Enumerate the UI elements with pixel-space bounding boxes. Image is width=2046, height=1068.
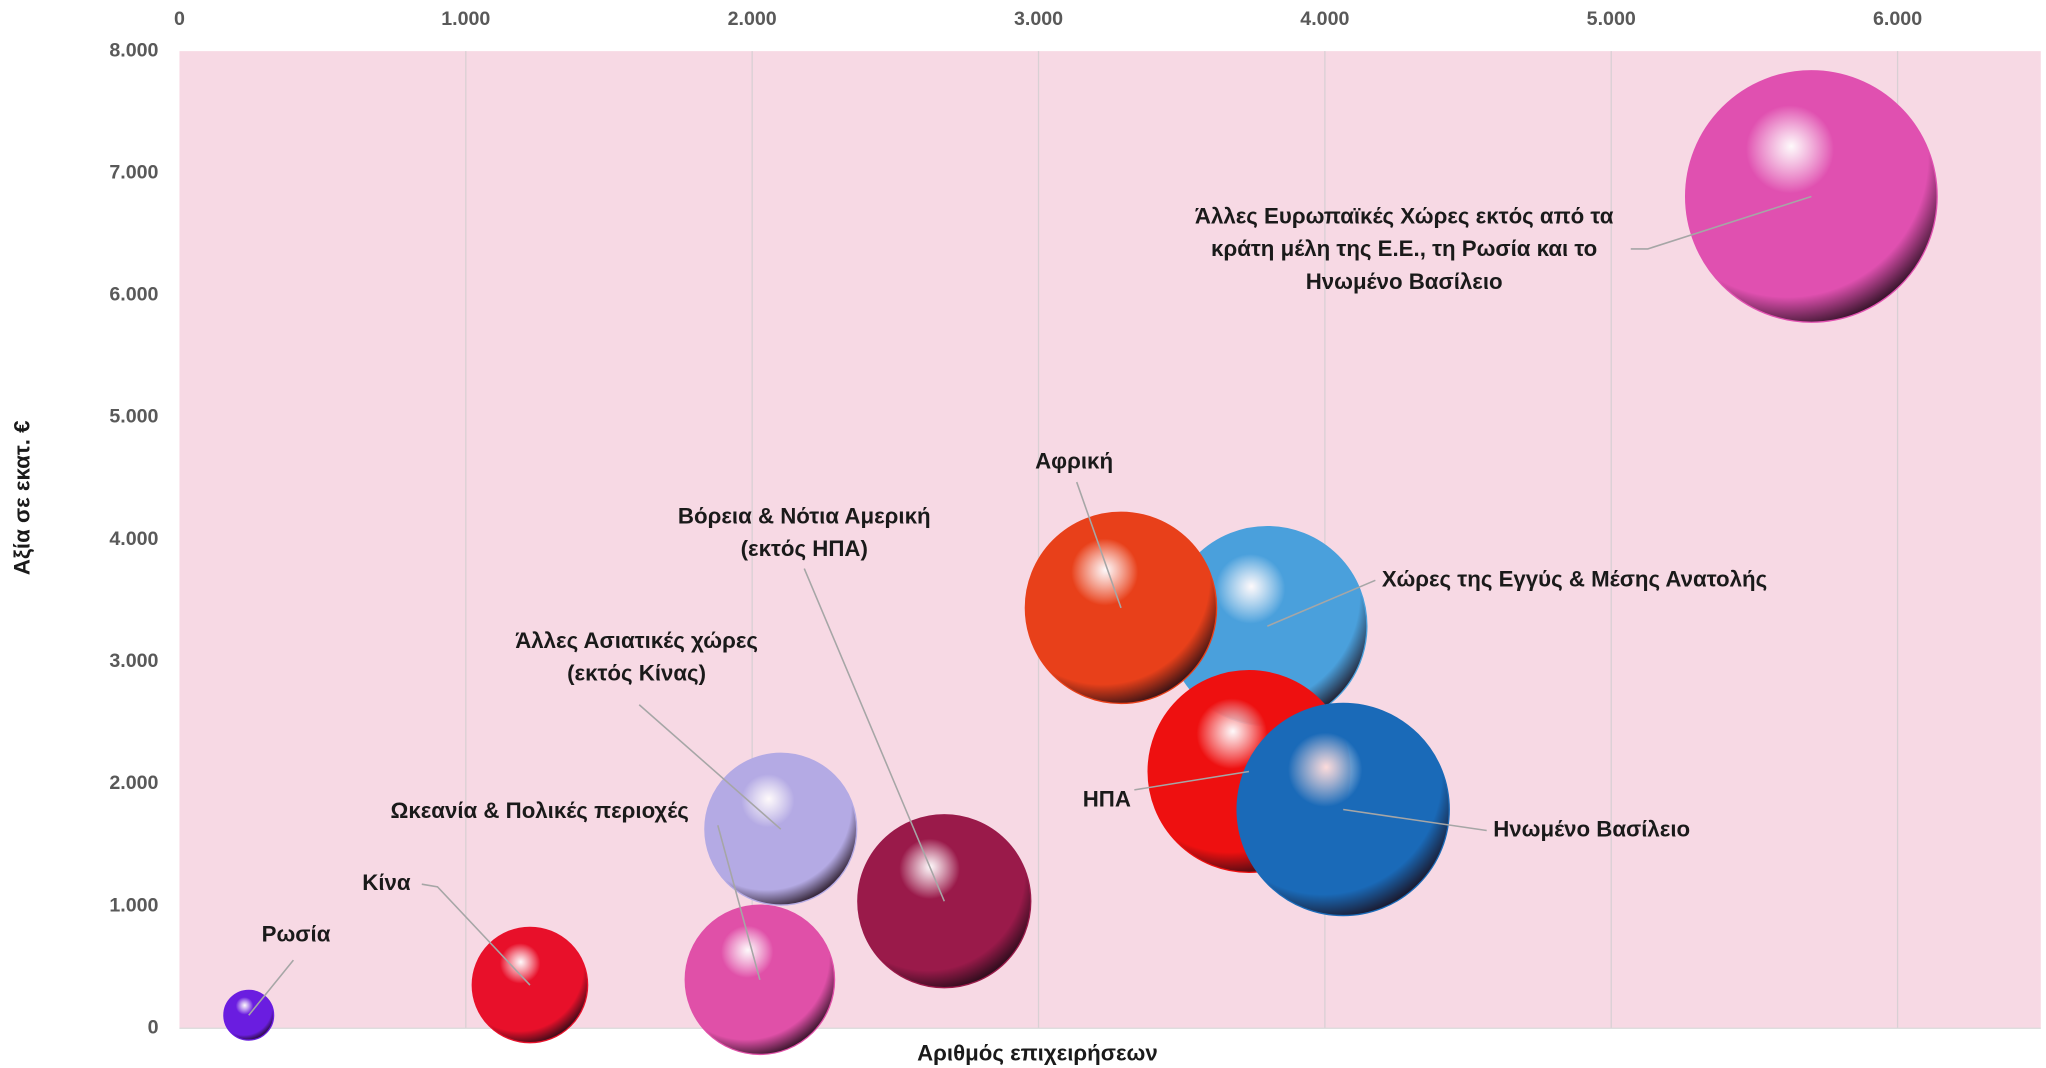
data-label-line: Αφρική bbox=[1035, 448, 1113, 473]
x-tick-label: 4.000 bbox=[1300, 8, 1349, 30]
data-label-line: (εκτός Κίνας) bbox=[567, 660, 706, 685]
data-label-line: ΗΠΑ bbox=[1083, 786, 1131, 811]
x-tick-label: 5.000 bbox=[1587, 8, 1636, 30]
data-label-line: Κίνα bbox=[362, 870, 411, 895]
data-label: Ηνωμένο Βασίλειο bbox=[1493, 816, 1690, 841]
data-label: Κίνα bbox=[362, 870, 411, 895]
leader-line bbox=[1134, 770, 1250, 791]
labels: Ρωσία Κίνα Ωκεανία & Πολικές περιοχές Άλλες… bbox=[248, 195, 1812, 1016]
bubble bbox=[1024, 511, 1218, 705]
x-tick-label: 6.000 bbox=[1873, 8, 1922, 30]
x-tick-label: 1.000 bbox=[441, 8, 490, 30]
data-label: Βόρεια & Νότια Αμερική (εκτός ΗΠΑ) bbox=[678, 503, 931, 561]
data-label: Αφρική bbox=[1035, 448, 1113, 473]
data-label-line: Χώρες της Εγγύς & Μέσης Ανατολής bbox=[1382, 566, 1767, 591]
data-label: ΗΠΑ bbox=[1083, 786, 1131, 811]
y-tick-label: 5.000 bbox=[109, 406, 158, 428]
y-tick-label: 8.000 bbox=[109, 39, 158, 61]
leader-line bbox=[1267, 579, 1376, 627]
data-label-line: Βόρεια & Νότια Αμερική bbox=[678, 503, 931, 528]
bubbles bbox=[223, 70, 1938, 1056]
y-tick-label: 0 bbox=[148, 1016, 159, 1038]
data-label-line: Άλλες Ασιατικές χώρες bbox=[515, 628, 758, 653]
data-label: Άλλες Ασιατικές χώρες (εκτός Κίνας) bbox=[515, 628, 758, 686]
y-tick-label: 3.000 bbox=[109, 650, 158, 672]
data-label-line: Ηνωμένο Βασίλειο bbox=[1306, 269, 1503, 294]
leader-line bbox=[717, 825, 761, 980]
data-label: Χώρες της Εγγύς & Μέσης Ανατολής bbox=[1382, 566, 1767, 591]
y-tick-label: 4.000 bbox=[109, 528, 158, 550]
leader-line bbox=[1075, 481, 1122, 609]
y-tick-label: 1.000 bbox=[109, 894, 158, 916]
data-label-line: (εκτός ΗΠΑ) bbox=[741, 536, 868, 561]
y-tick-label: 6.000 bbox=[109, 284, 158, 306]
data-label: Ρωσία bbox=[262, 921, 331, 946]
x-axis-title: Αριθμός επιχειρήσεων bbox=[917, 1040, 1158, 1065]
x-tick-label: 0 bbox=[174, 8, 185, 30]
data-label: Ωκεανία & Πολικές περιοχές bbox=[391, 798, 689, 823]
data-label-line: Ωκεανία & Πολικές περιοχές bbox=[391, 798, 689, 823]
data-label-line: Ηνωμένο Βασίλειο bbox=[1493, 816, 1690, 841]
x-tick-label: 2.000 bbox=[728, 8, 777, 30]
y-tick-label: 7.000 bbox=[109, 161, 158, 183]
data-label: Άλλες Ευρωπαϊκές Χώρες εκτός από τα κράτη… bbox=[1195, 203, 1614, 293]
data-label-line: κράτη μέλη της Ε.Ε., τη Ρωσία και το bbox=[1211, 236, 1597, 261]
data-label-line: Άλλες Ευρωπαϊκές Χώρες εκτός από τα bbox=[1195, 203, 1614, 228]
y-axis-title: Αξία σε εκατ. € bbox=[9, 421, 34, 576]
leader-line bbox=[1343, 808, 1487, 832]
leader-line bbox=[638, 704, 782, 830]
leader-line bbox=[803, 568, 946, 902]
data-label-line: Ρωσία bbox=[262, 921, 331, 946]
x-tick-label: 3.000 bbox=[1014, 8, 1063, 30]
leader-line bbox=[248, 959, 295, 1016]
leader-line bbox=[421, 883, 531, 986]
y-tick-label: 2.000 bbox=[109, 772, 158, 794]
leader-line bbox=[1630, 195, 1812, 250]
